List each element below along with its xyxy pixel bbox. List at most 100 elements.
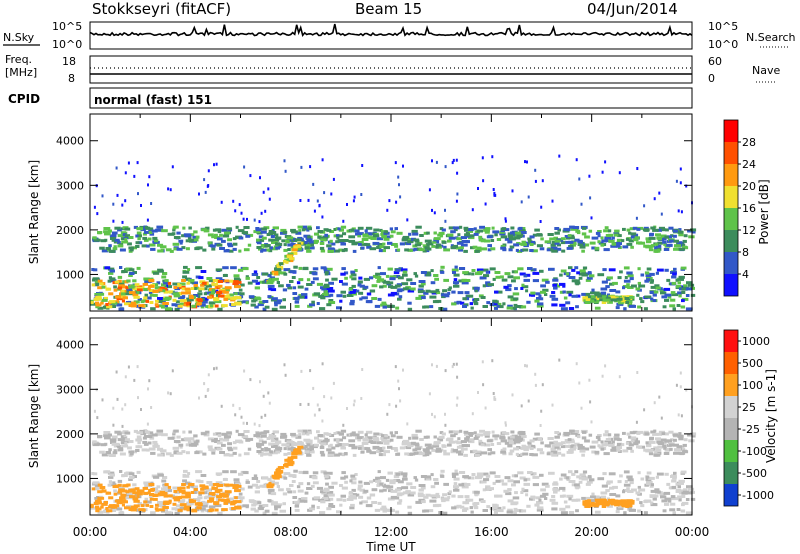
velocity-cell [670,502,676,506]
power-cell [483,228,490,232]
power-cell [560,307,568,311]
power-cell [120,231,127,235]
velocity-cell [349,479,353,483]
power-cell [270,288,277,292]
power-cell [137,237,141,241]
velocity-cell [280,475,286,479]
velocity-cell [621,443,625,447]
velocity-cell [512,438,520,442]
power-cell [655,233,661,237]
power-cell [154,286,162,290]
velocity-cell [191,491,197,494]
power-cell [377,243,384,246]
velocity-cell [195,479,201,483]
velocity-cell [511,393,514,397]
power-cell [673,247,680,251]
power-cell [101,194,104,198]
velocity-cell [304,450,310,454]
velocity-cell [443,449,447,453]
velocity-cell [323,471,328,475]
velocity-cell [544,444,551,448]
power-cell [157,269,164,273]
velocity-cell [146,422,149,426]
velocity-cell [350,432,354,436]
power-cell [518,226,523,230]
velocity-cell [632,430,638,434]
power-cell [105,247,111,250]
velocity-cell [161,487,167,491]
power-cell [103,230,109,234]
velocity-cell [272,442,280,446]
power-cell [294,238,302,242]
power-cell [431,208,433,212]
power-cell [161,283,167,287]
power-cell [146,218,149,222]
power-cell [336,294,343,298]
velocity-cell [487,448,492,452]
power-cell [183,233,191,237]
power-cell [649,232,654,236]
velocity-cell [328,485,334,489]
power-cell [212,228,217,232]
power-cell [542,288,549,292]
velocity-cell [211,439,216,443]
velocity-cell [666,447,672,451]
velocity-cell [678,432,682,436]
power-cell [91,283,96,287]
velocity-cell [464,432,470,436]
power-cell [301,293,308,297]
power-cell [127,242,132,246]
velocity-cell [513,447,520,451]
velocity-cell [97,483,103,487]
power-cell [380,303,388,307]
velocity-cell [538,498,542,502]
velocity-cell [539,501,544,505]
power-cell [457,233,461,237]
velocity-cell [108,453,116,457]
velocity-cell [536,448,543,452]
velocity-cell [571,498,578,502]
power-cell [158,300,164,303]
power-cell [110,237,117,240]
velocity-cell [534,372,537,376]
velocity-cell [137,441,141,445]
velocity-cell [670,495,676,499]
power-cell [197,292,203,296]
power-cell [391,304,395,308]
velocity-cell [375,479,382,483]
power-cell [320,286,326,290]
power-cell [568,240,573,244]
power-cell [476,268,484,272]
velocity-cell [565,432,571,436]
velocity-cell [539,424,542,427]
power-cell [356,232,364,236]
power-cell [510,226,515,230]
velocity-cell [101,453,109,457]
velocity-cell [652,497,657,501]
velocity-cell [104,436,111,440]
power-cell [258,247,264,251]
velocity-cell [128,440,134,443]
power-cell [574,279,580,283]
power-cell [103,296,108,300]
velocity-cell [126,491,133,495]
velocity-cell [188,430,192,434]
velocity-cell [439,431,444,435]
power-cell [137,192,139,196]
velocity-cell [411,433,418,437]
power-cell [414,274,419,278]
velocity-cell [213,502,220,506]
power-cell [272,226,279,230]
power-cell [167,281,172,285]
power-cell [514,236,521,240]
power-cell [143,238,149,242]
velocity-cell [117,479,123,483]
velocity-cell [575,486,579,490]
power-cell [135,234,139,238]
velocity-cell [278,466,284,470]
power-cell [433,274,439,277]
velocity-cell [198,396,200,400]
power-cell [581,292,586,296]
power-cell [386,208,389,212]
power-cell [116,297,123,301]
